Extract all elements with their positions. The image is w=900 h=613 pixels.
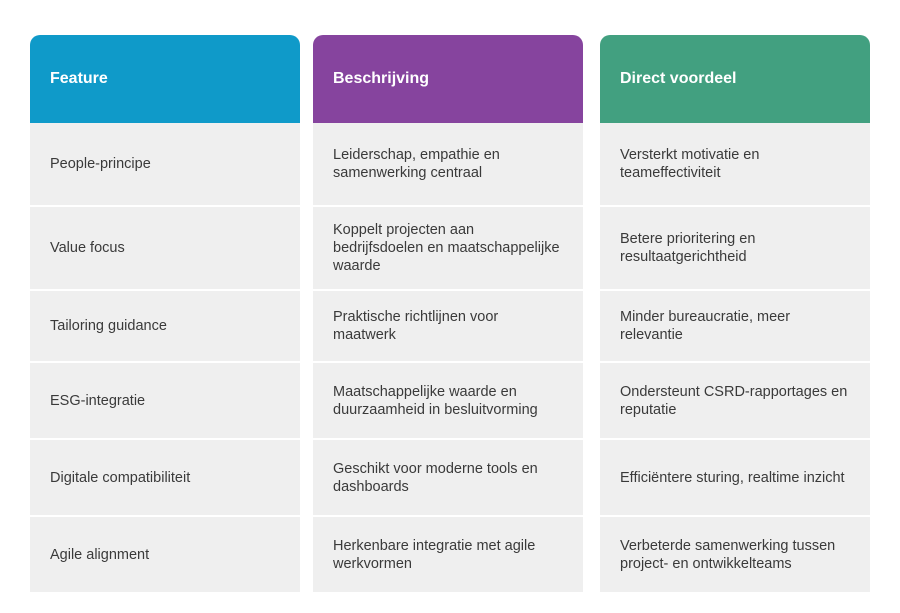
beschrijving-column: Beschrijving Leiderschap, empathie en sa…	[313, 35, 583, 592]
table-cell: Versterkt motivatie en teameffectiviteit	[600, 123, 870, 205]
table-cell: Herkenbare integratie met agile werkvorm…	[313, 517, 583, 592]
table-cell: People-principe	[30, 123, 300, 205]
table-cell: Geschikt voor moderne tools en dashboard…	[313, 440, 583, 515]
table-cell: Digitale compatibiliteit	[30, 440, 300, 515]
table-cell: Maatschappelijke waarde en duurzaamheid …	[313, 363, 583, 438]
table-cell: Efficiëntere sturing, realtime inzicht	[600, 440, 870, 515]
table-cell: Ondersteunt CSRD-rapportages en reputati…	[600, 363, 870, 438]
table-cell: Minder bureaucratie, meer relevantie	[600, 291, 870, 361]
table-cell: Agile alignment	[30, 517, 300, 592]
table-cell: Leiderschap, empathie en samenwerking ce…	[313, 123, 583, 205]
beschrijving-header: Beschrijving	[313, 35, 583, 123]
table-cell: Praktische richtlijnen voor maatwerk	[313, 291, 583, 361]
table-cell: Value focus	[30, 207, 300, 289]
table-cell: ESG-integratie	[30, 363, 300, 438]
table-cell: Betere prioritering en resultaatgerichth…	[600, 207, 870, 289]
voordeel-header: Direct voordeel	[600, 35, 870, 123]
table-cell: Verbeterde samenwerking tussen project- …	[600, 517, 870, 592]
table-cell: Koppelt projecten aan bedrijfsdoelen en …	[313, 207, 583, 289]
feature-column: Feature People-principe Value focus Tail…	[30, 35, 300, 592]
feature-header: Feature	[30, 35, 300, 123]
table-cell: Tailoring guidance	[30, 291, 300, 361]
voordeel-column: Direct voordeel Versterkt motivatie en t…	[600, 35, 870, 592]
